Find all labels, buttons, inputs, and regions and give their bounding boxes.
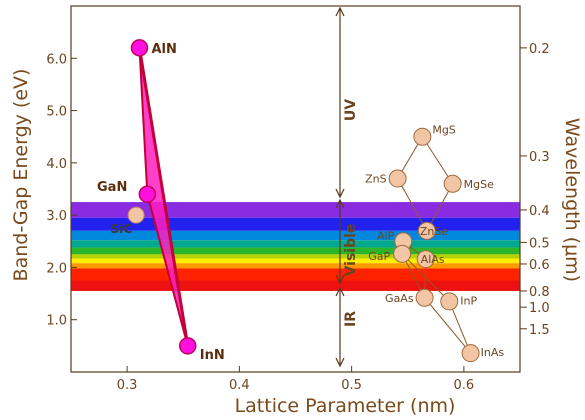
x-tick-label: 0.4: [229, 378, 250, 393]
x-tick-label: 0.3: [117, 378, 138, 393]
label-gaas: GaAs: [385, 292, 414, 305]
y-tick-label: 3.0: [46, 209, 67, 224]
y2-tick-label: 1.5: [529, 323, 550, 338]
ir-region-label: IR: [343, 311, 359, 327]
y-tick-label: 6.0: [46, 52, 67, 67]
y2-axis-ticks: 0.2 0.3 0.4 0.5 0.6 0.81.0 1.5: [520, 42, 550, 338]
label-alp: AlP: [377, 229, 395, 242]
label-gan: GaN: [97, 180, 127, 195]
y-tick-label: 4.0: [46, 157, 67, 172]
alloy-line-inp-inas: [448, 301, 472, 354]
ir-arrow-head-top: [335, 286, 345, 297]
spectrum-band-7: [71, 258, 520, 264]
point-mgse: [443, 174, 462, 193]
ir-arrow-head-bottom: [335, 357, 345, 368]
y2-tick-label: 0.2: [529, 42, 550, 57]
plot-area-border: [70, 5, 521, 373]
point-gan: [138, 185, 157, 203]
spectrum-band-10: [71, 280, 520, 291]
y2-tick-label: 0.3: [529, 150, 550, 165]
y2-axis-title: Wavelength (μm): [561, 118, 583, 282]
y-tick-label: 2.0: [46, 261, 67, 276]
point-gap: [393, 244, 412, 263]
region-arrows: [335, 6, 345, 368]
x-tick-label: 0.6: [454, 378, 475, 393]
data-points: [127, 39, 480, 363]
point-inn: [178, 337, 197, 355]
y2-tick-label: 0.4: [529, 204, 550, 219]
alloy-line-gap-inp: [401, 253, 450, 302]
point-alas: [416, 250, 435, 269]
y-tick-label: 1.0: [46, 314, 67, 329]
plot-frame: [70, 5, 521, 373]
spectrum-band-4: [71, 240, 520, 248]
label-alas: AlAs: [421, 253, 445, 266]
label-sic: SiC: [111, 222, 133, 236]
y2-tick-label: 0.6: [529, 258, 550, 273]
alloy-line-mgs-mgse: [421, 136, 454, 185]
x-tick-label: 0.5: [341, 378, 362, 393]
visible-arrow-head-top: [335, 198, 345, 209]
spectrum-band-9: [71, 268, 520, 281]
point-labels: AlN GaN InN SiC MgS ZnS MgSe ZnSe AlP GaP AlAs GaAs…: [97, 42, 504, 363]
label-mgs: MgS: [432, 124, 455, 137]
spectrum-bands: [71, 202, 520, 291]
label-gap: GaP: [368, 250, 390, 263]
spectrum-band-6: [71, 254, 520, 259]
point-inp: [440, 292, 459, 311]
spectrum-band-3: [71, 230, 520, 241]
label-inn: InN: [200, 348, 225, 363]
point-aln: [130, 39, 149, 57]
alloy-line-zns-znse: [397, 178, 428, 232]
spectrum-band-8: [71, 263, 520, 269]
label-zns: ZnS: [365, 173, 387, 186]
y2-tick-label: 1.0: [529, 301, 550, 316]
point-gaas: [415, 288, 434, 307]
label-mgse: MgSe: [464, 178, 494, 191]
point-sic: [127, 206, 145, 224]
y2-tick-label: 0.8: [529, 285, 550, 300]
spectrum-band-1: [71, 202, 520, 218]
point-mgs: [413, 127, 432, 146]
label-znse: ZnSe: [420, 225, 448, 238]
alloy-line-gaas-inas: [424, 297, 471, 354]
label-aln: AlN: [151, 42, 176, 57]
label-inp: InP: [460, 294, 477, 307]
spectrum-band-2: [71, 217, 520, 231]
uv-arrow-head-top: [335, 6, 345, 17]
y2-tick-label: 0.5: [529, 236, 550, 251]
aln-inn-line: [137, 47, 190, 347]
point-znse: [417, 221, 436, 240]
spectrum-band-5: [71, 247, 520, 255]
x-axis-ticks: 0.3 0.4 0.5 0.6: [117, 366, 474, 393]
y-tick-label: 5.0: [46, 105, 67, 120]
point-zns: [388, 169, 407, 188]
y-axis-ticks: 1.0 2.0 3.0 4.0 5.0 6.0: [46, 52, 77, 329]
label-inas: InAs: [481, 346, 505, 359]
nitride-triangle: [137, 47, 190, 347]
x-axis-title: Lattice Parameter (nm): [235, 395, 456, 417]
y-axis-title: Band-Gap Energy (eV): [10, 69, 32, 282]
visible-arrow-head-bottom: [335, 274, 345, 285]
visible-region-label: Visible: [343, 224, 359, 277]
uv-region-label: UV: [343, 99, 359, 121]
uv-arrow-head-bottom: [335, 188, 345, 199]
point-inas: [461, 344, 480, 363]
